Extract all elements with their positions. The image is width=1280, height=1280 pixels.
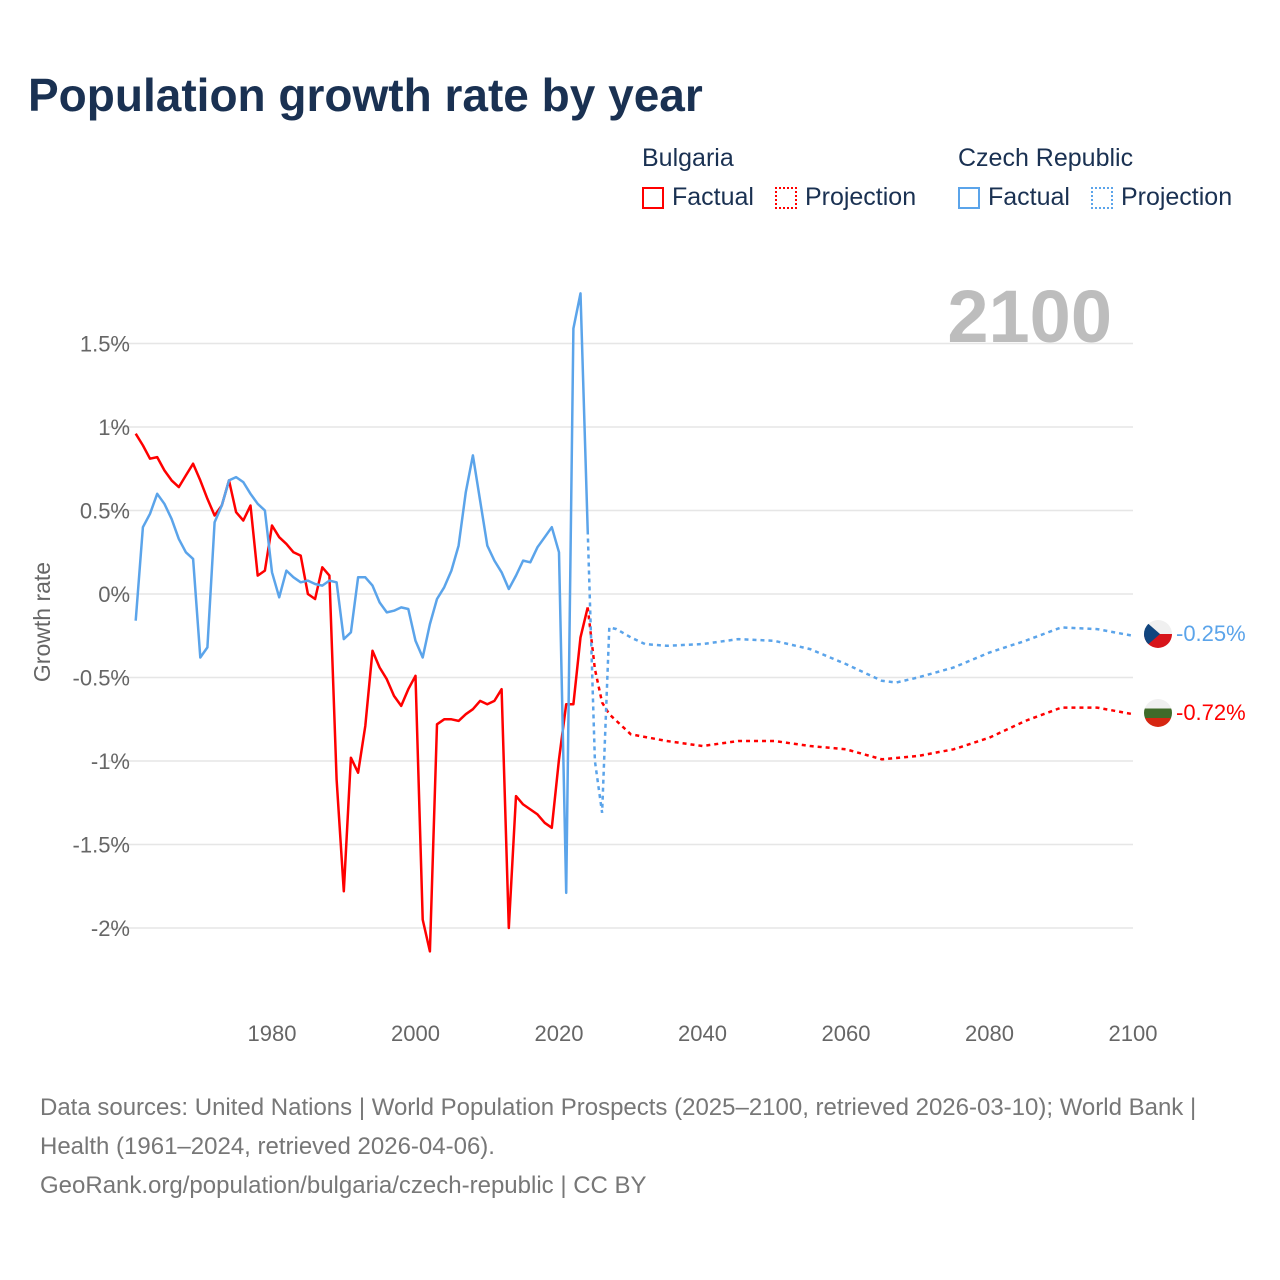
legend-label: Projection (1120, 183, 1233, 211)
y-tick-label: -0.5% (73, 666, 130, 691)
y-tick-label: 1% (98, 415, 130, 440)
chart-title: Population growth rate by year (28, 69, 703, 121)
x-tick-label: 2020 (535, 1021, 584, 1046)
source-link[interactable]: GeoRank.org/population/bulgaria/czech-re… (40, 1172, 647, 1199)
bulgaria-flag-icon (1144, 699, 1172, 727)
legend-group-name: Bulgaria (642, 144, 734, 172)
year-watermark: 2100 (947, 275, 1112, 358)
x-tick-label: 2100 (1109, 1021, 1158, 1046)
y-tick-label: -1% (91, 749, 130, 774)
x-tick-label: 2080 (965, 1021, 1014, 1046)
czech-end-label: -0.25% (1176, 621, 1246, 646)
legend-label: Factual (672, 183, 754, 211)
x-tick-label: 2060 (822, 1021, 871, 1046)
y-tick-label: -2% (91, 916, 130, 941)
bulgaria-end-label: -0.72% (1176, 700, 1246, 725)
legend-item-czech-projection[interactable]: Projection (1090, 183, 1233, 212)
bulgaria-projection-line (586, 607, 1134, 761)
legend-group-name: Czech Republic (958, 144, 1134, 172)
legend-czech: Czech Republic Factual Projection (958, 144, 1246, 216)
legend-item-bulgaria-factual[interactable]: Factual (642, 183, 754, 212)
x-tick-label: 1980 (248, 1021, 297, 1046)
source-text: Data sources: United Nations | World Pop… (40, 1094, 1197, 1160)
legend-bulgaria: Bulgaria Factual Projection (642, 144, 930, 216)
x-tick-label: 2000 (391, 1021, 440, 1046)
legend-label: Projection (804, 183, 917, 211)
legend-swatch (1090, 186, 1113, 209)
y-axis-label: Growth rate (29, 562, 55, 682)
legend-swatch (642, 186, 664, 209)
legend-item-czech-factual[interactable]: Factual (958, 183, 1070, 212)
legend-swatch (774, 186, 797, 209)
czech-republic-projection-line (586, 530, 1134, 813)
czech-republic-factual-line (134, 292, 589, 895)
legend-swatch (958, 186, 980, 209)
czech-flag-icon (1144, 620, 1172, 648)
x-tick-label: 2040 (678, 1021, 727, 1046)
legend-label: Factual (988, 183, 1070, 211)
y-tick-label: 0.5% (80, 499, 130, 524)
legend-item-bulgaria-projection[interactable]: Projection (774, 183, 917, 212)
data-source-note: Data sources: United Nations | World Pop… (40, 1088, 1240, 1205)
y-tick-label: -1.5% (73, 833, 130, 858)
y-tick-label: 0% (98, 582, 130, 607)
bulgaria-factual-line (134, 433, 589, 953)
y-tick-label: 1.5% (80, 332, 130, 357)
